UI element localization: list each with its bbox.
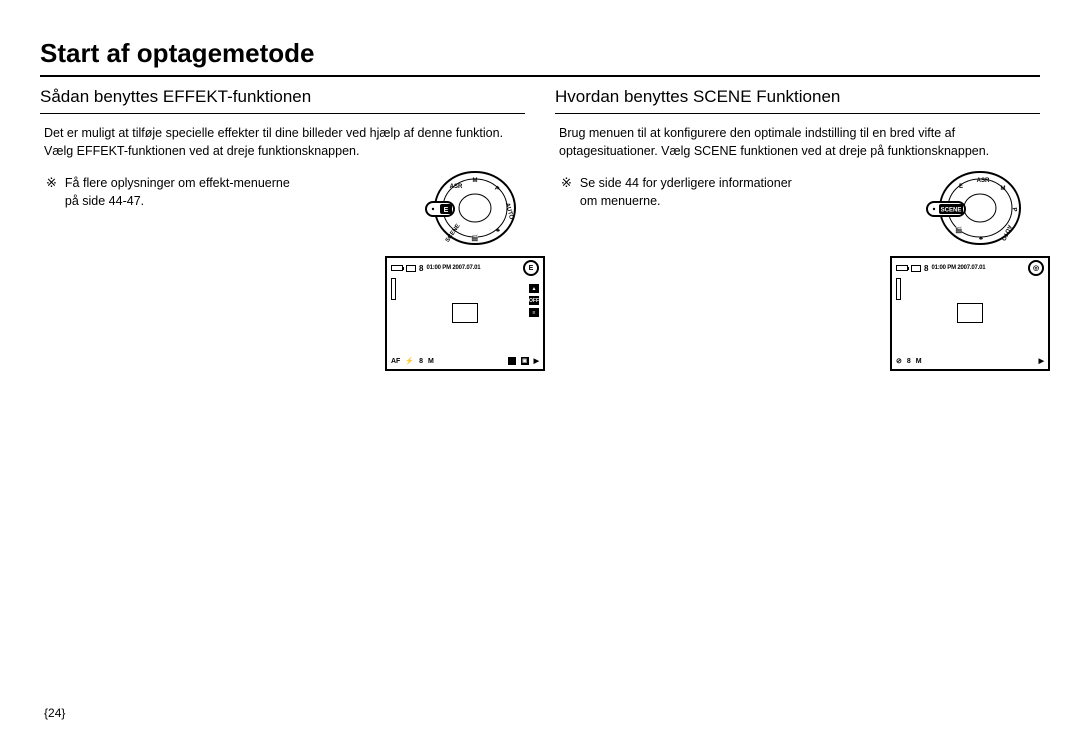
lcd-timestamp: 01:00 PM 2007.07.01 <box>931 265 985 271</box>
lcd-top-bar: 8 01:00 PM 2007.07.01 ◎ <box>896 262 1044 274</box>
page-number: 24 <box>44 706 65 720</box>
right-icon-3: ≡ <box>529 308 539 317</box>
lcd-screen-scene: 8 01:00 PM 2007.07.01 ◎ ⊘ 8 M ▶ <box>890 256 1050 371</box>
lcd-mode-icon: ◎ <box>1028 260 1044 276</box>
size-label-1: 8 <box>907 358 911 365</box>
lcd-top-bar: 8 01:00 PM 2007.07.01 E <box>391 262 539 274</box>
svg-text:M: M <box>1001 186 1006 192</box>
right-icon-2: OFF <box>529 296 539 305</box>
size-label-2: M <box>916 358 922 365</box>
lcd-count: 8 <box>924 264 928 273</box>
zoom-bar-icon <box>391 278 396 300</box>
lcd-bottom-bar: AF ⚡ 8 M ▣ ▶ <box>391 357 539 365</box>
lcd-left-icons <box>896 278 901 300</box>
svg-text:M: M <box>473 178 478 184</box>
svg-text:P: P <box>1011 207 1018 212</box>
lcd-left-icons <box>391 278 396 300</box>
right-icon-1: ▲ <box>529 284 539 293</box>
svg-text:🎬: 🎬 <box>955 226 962 234</box>
bottom-icon-3: ▶ <box>534 357 539 365</box>
right-heading: Hvordan benyttes SCENE Funktionen <box>555 87 1040 114</box>
right-note-text: Se side 44 for yderligere informationer … <box>580 174 810 210</box>
svg-text:♣: ♣ <box>496 228 500 234</box>
size-label-1: 8 <box>419 358 423 365</box>
lcd-right-icons: ▲ OFF ≡ <box>529 284 539 317</box>
bottom-icon-1: ▶ <box>1039 357 1044 365</box>
battery-icon <box>391 265 403 271</box>
flash-icon: ⚡ <box>405 357 414 365</box>
focus-frame <box>452 303 478 323</box>
bottom-icon-2: ▣ <box>521 357 529 365</box>
battery-icon <box>896 265 908 271</box>
note-marker-icon: ※ <box>561 174 572 192</box>
svg-text:♣: ♣ <box>979 236 983 242</box>
svg-text:E: E <box>959 184 963 190</box>
left-body-text: Det er muligt at tilføje specielle effek… <box>40 124 525 160</box>
dial-selected-label: E <box>444 207 449 214</box>
size-label-2: M <box>428 358 434 365</box>
card-icon <box>911 265 921 272</box>
note-marker-icon: ※ <box>46 174 57 192</box>
card-icon <box>406 265 416 272</box>
bottom-icon-1 <box>508 357 516 365</box>
zoom-bar-icon <box>896 278 901 300</box>
af-label: AF <box>391 358 400 365</box>
svg-text:🎬: 🎬 <box>471 234 478 242</box>
left-figure: M P AUTO ♣ 🎬 SCENE ASR E 8 01:00 PM <box>385 170 555 371</box>
lcd-mode-icon: E <box>523 260 539 276</box>
mode-dial-effect: M P AUTO ♣ 🎬 SCENE ASR E <box>420 170 520 250</box>
mode-dial-scene: ASR M P AUTO ♣ 🎬 E SCENE <box>925 170 1025 250</box>
lcd-timestamp: 01:00 PM 2007.07.01 <box>426 265 480 271</box>
manual-page: Start af optagemetode Sådan benyttes EFF… <box>0 0 1080 746</box>
svg-text:ASR: ASR <box>450 184 463 190</box>
left-heading: Sådan benyttes EFFEKT-funktionen <box>40 87 525 114</box>
focus-frame <box>957 303 983 323</box>
icon-1: ⊘ <box>896 357 902 365</box>
dial-selected-label: SCENE <box>941 208 962 214</box>
right-figure: ASR M P AUTO ♣ 🎬 E SCENE 8 01:00 PM <box>890 170 1060 371</box>
page-title: Start af optagemetode <box>40 38 1040 77</box>
svg-text:P: P <box>493 186 500 193</box>
lcd-count: 8 <box>419 264 423 273</box>
left-note-text: Få flere oplysninger om effekt-menuerne … <box>65 174 295 210</box>
lcd-bottom-bar: ⊘ 8 M ▶ <box>896 357 1044 365</box>
lcd-screen-effect: 8 01:00 PM 2007.07.01 E ▲ OFF ≡ AF ⚡ 8 M… <box>385 256 545 371</box>
right-body-text: Brug menuen til at konfigurere den optim… <box>555 124 1040 160</box>
svg-text:ASR: ASR <box>977 178 990 184</box>
